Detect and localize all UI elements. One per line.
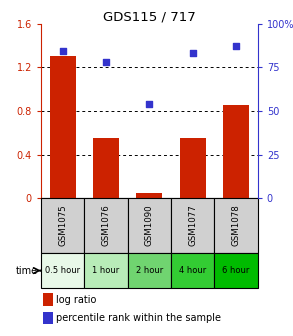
Bar (84, 253, 128, 288)
Bar (128, 253, 171, 288)
Bar (180, 138, 206, 198)
Text: 2 hour: 2 hour (136, 266, 163, 275)
Bar (50, 56, 76, 198)
Text: 6 hour: 6 hour (222, 266, 250, 275)
Bar (223, 106, 249, 198)
Point (104, 59, 108, 65)
Bar (171, 198, 214, 253)
Text: GSM1076: GSM1076 (102, 205, 110, 246)
Text: log ratio: log ratio (56, 295, 97, 305)
Point (190, 50, 195, 56)
Bar (214, 253, 258, 288)
Text: GSM1075: GSM1075 (58, 205, 67, 246)
Text: GSM1078: GSM1078 (232, 205, 241, 246)
Text: time: time (16, 265, 38, 276)
Text: GSM1077: GSM1077 (188, 205, 197, 246)
Text: percentile rank within the sample: percentile rank within the sample (56, 313, 221, 323)
Text: 4 hour: 4 hour (179, 266, 207, 275)
Point (60, 49, 65, 54)
Bar (214, 198, 258, 253)
Text: 1 hour: 1 hour (92, 266, 120, 275)
Text: 0.5 hour: 0.5 hour (45, 266, 80, 275)
Bar (43, 312, 53, 324)
Bar (41, 253, 84, 288)
Point (147, 101, 152, 107)
Bar (43, 293, 53, 306)
Bar (84, 198, 128, 253)
Bar (128, 198, 171, 253)
Point (234, 44, 239, 49)
Bar (41, 198, 84, 253)
Bar (93, 138, 119, 198)
Title: GDS115 / 717: GDS115 / 717 (103, 10, 196, 24)
Bar (171, 253, 214, 288)
Bar (137, 193, 162, 198)
Text: GSM1090: GSM1090 (145, 205, 154, 246)
